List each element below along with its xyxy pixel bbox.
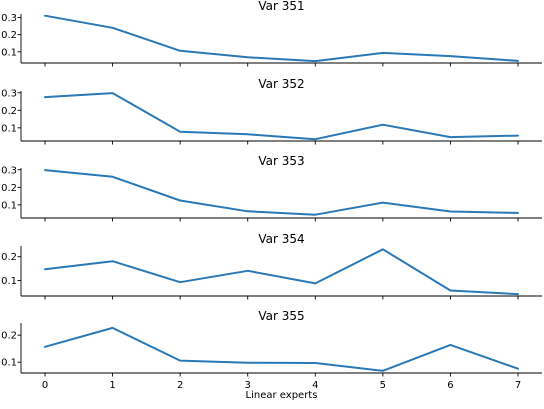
y-tick-label: 0.1 xyxy=(1,358,17,369)
x-axis-label: Linear experts xyxy=(246,390,318,401)
series-line xyxy=(45,328,518,371)
y-tick-label: 0.3 xyxy=(1,165,17,176)
y-tick-label: 0.2 xyxy=(1,30,17,41)
x-tick-label: 0 xyxy=(42,380,48,391)
series-line xyxy=(45,249,518,294)
series-line xyxy=(45,170,518,215)
y-tick-label: 0.2 xyxy=(1,331,17,342)
subplot-4: Var 354 0.1 0.2 xyxy=(1,232,542,300)
x-tick-label: 1 xyxy=(109,380,115,391)
subplot-title: Var 354 xyxy=(258,232,304,246)
series-line xyxy=(45,16,518,61)
series-line xyxy=(45,93,518,139)
x-tick-label: 6 xyxy=(447,380,453,391)
subplot-5: Var 355 0.1 0.2 xyxy=(1,309,542,377)
subplot-title: Var 352 xyxy=(258,77,304,91)
y-tick-label: 0.2 xyxy=(1,183,17,194)
y-tick-label: 0.1 xyxy=(1,200,17,211)
x-tick-label: 5 xyxy=(380,380,386,391)
y-tick-label: 0.3 xyxy=(1,13,17,24)
subplot-title: Var 355 xyxy=(258,309,304,323)
y-tick-label: 0.1 xyxy=(1,276,17,287)
subplot-title: Var 353 xyxy=(258,154,304,168)
y-tick-label: 0.1 xyxy=(1,47,17,58)
x-tick-label: 2 xyxy=(177,380,183,391)
subplot-2: Var 352 0.1 0.2 0.3 xyxy=(1,77,542,145)
subplot-3: Var 353 0.1 0.2 0.3 xyxy=(1,154,542,222)
x-tick-label: 7 xyxy=(515,380,521,391)
y-tick-label: 0.2 xyxy=(1,106,17,117)
y-tick-label: 0.2 xyxy=(1,252,17,263)
y-tick-label: 0.1 xyxy=(1,123,17,134)
y-tick-label: 0.3 xyxy=(1,88,17,99)
subplot-title: Var 351 xyxy=(258,0,304,13)
subplot-1: Var 351 0.1 0.2 0.3 xyxy=(1,0,542,67)
